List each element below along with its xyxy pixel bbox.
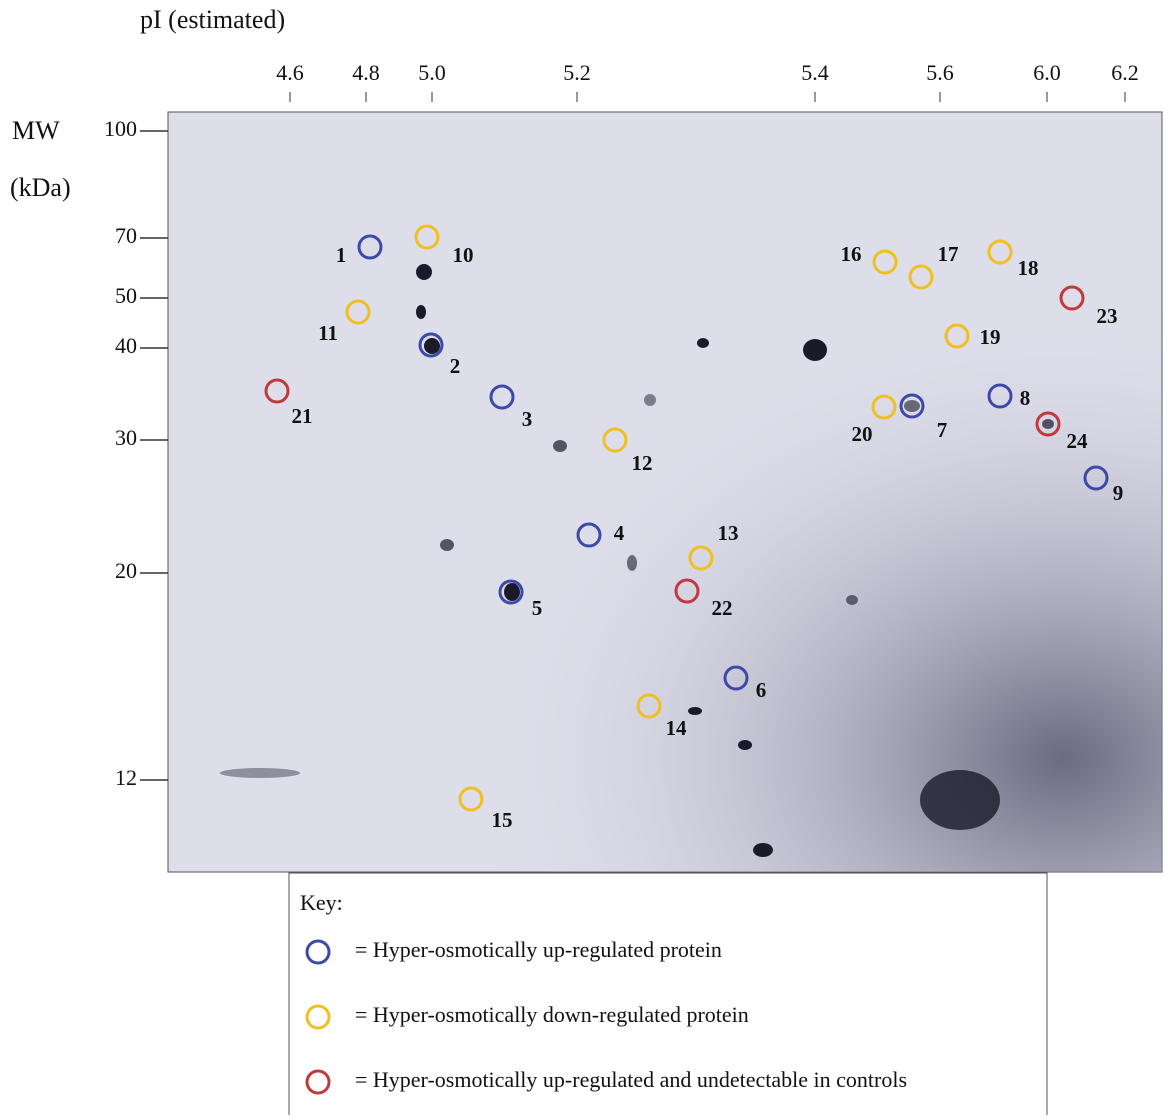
spot-marker	[498, 579, 524, 605]
spot-label: 7	[937, 418, 948, 442]
gel-shade	[168, 112, 1162, 872]
spot-marker	[872, 249, 898, 275]
spot-marker	[264, 378, 290, 404]
spot-label: 12	[632, 451, 653, 475]
spot-marker	[899, 393, 925, 419]
spot-marker	[871, 394, 897, 420]
spot-label: 13	[718, 521, 739, 545]
spot-marker	[987, 239, 1013, 265]
spot-label: 22	[712, 596, 733, 620]
spot-marker	[357, 234, 383, 260]
y-tick-label: 40	[115, 333, 137, 358]
y-tick-label: 70	[115, 223, 137, 248]
spot-label: 20	[852, 422, 873, 446]
y-tick-label: 30	[115, 425, 137, 450]
gel-spots	[220, 264, 1054, 857]
spot-marker	[987, 383, 1013, 409]
spot-marker	[489, 384, 515, 410]
spot-marker	[636, 693, 662, 719]
y-tick-label: 20	[115, 558, 137, 583]
spot-label: 3	[522, 407, 533, 431]
key-text: = Hyper-osmotically down-regulated prote…	[355, 1002, 749, 1027]
spot-marker	[674, 578, 700, 604]
spot-label: 2	[450, 354, 461, 378]
key-box	[288, 872, 1048, 1119]
spot-label: 8	[1020, 386, 1031, 410]
key-title: Key:	[300, 890, 343, 915]
spot-marker	[602, 427, 628, 453]
key-text: = Hyper-osmotically up-regulated protein	[355, 937, 722, 962]
spot-label: 21	[292, 404, 313, 428]
spot-marker	[414, 224, 440, 250]
x-tick-label: 5.2	[563, 60, 591, 85]
spot-marker	[1059, 285, 1085, 311]
spot-label: 16	[841, 242, 862, 266]
y-tick-label: 12	[115, 765, 137, 790]
spot-marker	[576, 522, 602, 548]
spot-label: 6	[756, 678, 767, 702]
key-marker	[305, 939, 331, 965]
spot-marker	[1035, 411, 1061, 437]
spot-label: 10	[453, 243, 474, 267]
spot-marker	[458, 786, 484, 812]
x-tick-label: 6.2	[1111, 60, 1139, 85]
spot-label: 19	[980, 325, 1001, 349]
spot-label: 15	[492, 808, 513, 832]
spot-marker	[944, 323, 970, 349]
spot-marker	[908, 264, 934, 290]
key-text: = Hyper-osmotically up-regulated and und…	[355, 1067, 907, 1092]
spot-label: 11	[318, 321, 338, 345]
spot-label: 9	[1113, 481, 1124, 505]
spot-label: 5	[532, 596, 543, 620]
x-tick-label: 4.6	[276, 60, 304, 85]
spot-marker	[688, 545, 714, 571]
key-marker	[305, 1004, 331, 1030]
spot-label: 18	[1018, 256, 1039, 280]
x-tick-label: 5.6	[926, 60, 954, 85]
y-axis-title: MW	[12, 116, 60, 145]
y-tick-label: 50	[115, 283, 137, 308]
x-tick-label: 5.4	[801, 60, 829, 85]
x-axis-title: pI (estimated)	[140, 5, 285, 34]
spot-label: 14	[666, 716, 688, 740]
y-tick-label: 100	[104, 116, 137, 141]
spot-label: 4	[614, 521, 625, 545]
spot-label: 24	[1067, 429, 1089, 453]
y-axis-title: (kDa)	[10, 173, 71, 202]
spot-marker	[1083, 465, 1109, 491]
spot-marker	[345, 299, 371, 325]
key-marker	[305, 1069, 331, 1095]
x-tick-label: 5.0	[418, 60, 446, 85]
spot-marker	[418, 332, 444, 358]
spot-label: 1	[336, 243, 347, 267]
spot-label: 23	[1097, 304, 1118, 328]
x-tick-label: 6.0	[1033, 60, 1061, 85]
spot-label: 17	[938, 242, 959, 266]
spot-marker	[723, 665, 749, 691]
x-tick-label: 4.8	[352, 60, 380, 85]
